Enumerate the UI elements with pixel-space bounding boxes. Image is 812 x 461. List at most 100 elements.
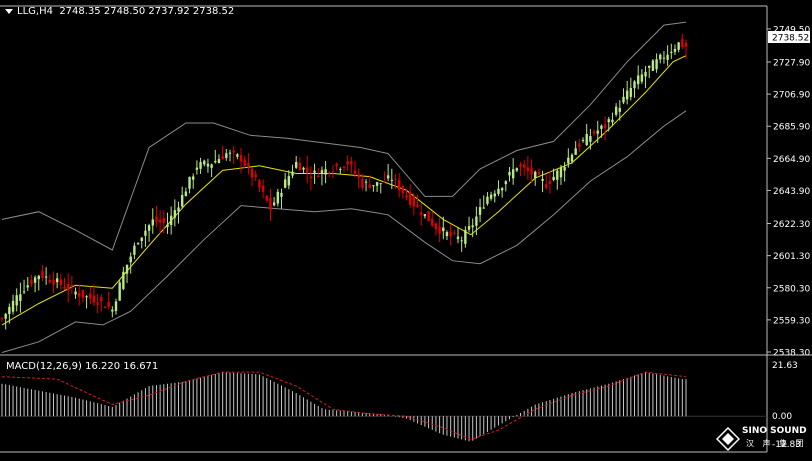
candle-body — [199, 162, 202, 169]
candle-body — [144, 230, 147, 236]
candle-body — [412, 196, 416, 207]
candle-body — [636, 75, 640, 85]
candle-body — [11, 300, 15, 312]
candle-body — [640, 74, 644, 82]
candle-body — [563, 167, 566, 171]
candle-body — [666, 54, 669, 60]
candle-body — [684, 42, 688, 47]
candle-body — [100, 297, 103, 302]
candle-body — [265, 195, 268, 201]
candle-body — [15, 295, 18, 306]
candle-body — [651, 60, 655, 71]
candle-body — [453, 232, 456, 234]
candle-body — [169, 215, 173, 225]
candlesticks — [0, 33, 688, 330]
price-tick-label: 2727.90 — [773, 58, 810, 68]
candle-body — [0, 318, 4, 320]
chart-menu-triangle-icon[interactable] — [5, 8, 13, 14]
candle-body — [434, 223, 438, 230]
candle-body — [309, 176, 313, 179]
candle-body — [519, 164, 522, 167]
candle-body — [294, 161, 298, 168]
price-tick-label: 2580.30 — [773, 284, 810, 294]
chart-header: LLG,H4 2748.35 2748.50 2737.92 2738.52 — [5, 6, 234, 17]
candle-body — [177, 207, 180, 212]
candle-body — [493, 193, 496, 197]
candle-body — [269, 197, 272, 210]
candle-body — [228, 152, 232, 154]
candle-body — [125, 264, 129, 274]
candle-body — [397, 179, 401, 191]
candle-body — [364, 181, 368, 183]
price-tick-label: 2664.90 — [773, 155, 810, 165]
candle-body — [585, 133, 588, 146]
candle-body — [449, 231, 452, 237]
candle-body — [445, 232, 449, 237]
candle-body — [534, 171, 537, 179]
candle-body — [405, 195, 408, 198]
candle-body — [475, 216, 478, 226]
candle-body — [331, 171, 335, 173]
candle-body — [55, 278, 59, 283]
candle-body — [335, 163, 338, 167]
candle-body — [250, 168, 254, 178]
candle-body — [328, 172, 331, 174]
candle-body — [210, 164, 213, 168]
candle-body — [302, 167, 305, 170]
candle-body — [522, 164, 526, 168]
candle-body — [147, 225, 151, 231]
candle-body — [515, 168, 519, 171]
macd-header: MACD(12,26,9) 16.220 16.671 — [6, 361, 158, 372]
macd-signal-line — [1, 371, 687, 440]
candle-body — [368, 184, 371, 188]
candle-body — [614, 106, 618, 115]
candle-body — [258, 180, 261, 188]
candle-body — [339, 169, 342, 171]
candle-body — [118, 282, 121, 301]
candle-body — [530, 168, 533, 175]
current-price-box — [768, 31, 810, 43]
candle-body — [611, 119, 614, 123]
symbol-label: LLG,H4 — [17, 6, 53, 17]
candle-body — [155, 216, 158, 223]
candle-body — [386, 175, 390, 179]
price-tick-label: 2643.90 — [773, 187, 810, 197]
candle-body — [401, 186, 405, 194]
candle-body — [291, 171, 294, 176]
candle-body — [44, 276, 48, 278]
candle-body — [111, 309, 114, 312]
candle-body — [92, 295, 96, 303]
candle-body — [114, 301, 118, 311]
candle-body — [482, 207, 485, 209]
candle-body — [287, 176, 291, 186]
candle-body — [19, 294, 22, 301]
candle-body — [603, 124, 607, 129]
candle-body — [537, 171, 541, 175]
candle-body — [655, 59, 658, 70]
candle-body — [26, 285, 29, 288]
price-axis-ticks: 2749.50 2727.90 2706.90 2685.90 2664.90 2643.… — [767, 25, 810, 359]
candle-body — [232, 150, 235, 153]
candle-body — [677, 42, 680, 50]
candle-body — [221, 156, 224, 160]
candle-body — [648, 65, 651, 68]
candle-body — [592, 131, 596, 134]
candle-body — [629, 87, 633, 97]
candle-body — [361, 178, 364, 188]
candle-body — [659, 54, 662, 60]
candle-body — [600, 125, 603, 129]
candle-body — [489, 194, 493, 199]
candle-body — [625, 90, 629, 100]
macd-min-label: -12.83 — [772, 440, 801, 450]
candle-body — [162, 217, 166, 223]
candle-body — [622, 96, 625, 103]
price-tick-label: 2685.90 — [773, 123, 810, 133]
candle-body — [107, 302, 110, 307]
candle-body — [280, 192, 283, 197]
candle-body — [239, 154, 243, 162]
candle-body — [394, 178, 397, 180]
candle-body — [464, 230, 467, 244]
candle-body — [225, 153, 228, 158]
